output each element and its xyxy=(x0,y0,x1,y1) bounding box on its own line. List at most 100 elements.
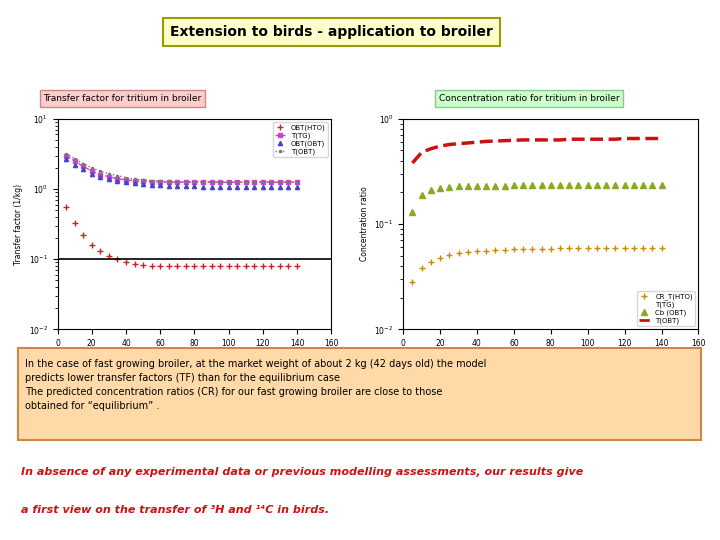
T(OBT) xyxy=(104,171,113,177)
T(OBT) xyxy=(225,179,233,185)
CR_T(HTO) xyxy=(510,246,518,252)
Cb (OBT) xyxy=(482,183,490,189)
CR_T(HTO) xyxy=(519,246,528,252)
OBT(HTO) xyxy=(104,253,113,260)
T(OBT) xyxy=(284,179,293,185)
CR_T(HTO) xyxy=(556,245,564,252)
Cb (OBT) xyxy=(472,183,481,189)
OBT(HTO) xyxy=(62,204,71,211)
Legend: OBT(HTO), T(TG), OBT(OBT), T(OBT): OBT(HTO), T(TG), OBT(OBT), T(OBT) xyxy=(273,122,328,157)
T(OBT) xyxy=(574,136,582,143)
CR_T(HTO) xyxy=(454,250,463,256)
T(TG) xyxy=(284,179,293,185)
T(OBT) xyxy=(113,172,122,179)
T(OBT) xyxy=(233,179,241,185)
CR_T(HTO) xyxy=(491,247,500,253)
OBT(HTO) xyxy=(292,263,302,269)
OBT(OBT) xyxy=(62,156,71,162)
OBT(HTO) xyxy=(190,263,199,269)
Text: Concentration ratio for tritium in broiler: Concentration ratio for tritium in broil… xyxy=(439,94,619,103)
T(OBT) xyxy=(436,143,444,150)
CR_T(HTO) xyxy=(621,245,629,252)
Cb (OBT) xyxy=(454,183,463,190)
Cb (OBT) xyxy=(464,183,472,189)
X-axis label: time (d): time (d) xyxy=(178,354,211,363)
OBT(OBT) xyxy=(88,171,96,177)
OBT(HTO) xyxy=(122,259,130,266)
Legend: CR_T(HTO), T(TG), Cb (OBT), T(OBT): CR_T(HTO), T(TG), Cb (OBT), T(OBT) xyxy=(637,292,695,326)
T(OBT) xyxy=(207,179,216,185)
T(TG) xyxy=(156,179,164,185)
Y-axis label: Transfer factor (1/kg): Transfer factor (1/kg) xyxy=(14,184,23,265)
OBT(HTO) xyxy=(71,220,79,226)
T(TG) xyxy=(199,179,207,185)
T(OBT) xyxy=(173,179,181,185)
OBT(OBT) xyxy=(113,178,122,184)
T(OBT) xyxy=(629,135,638,141)
T(OBT) xyxy=(181,179,190,185)
OBT(HTO) xyxy=(207,263,216,269)
T(OBT) xyxy=(528,137,536,143)
T(OBT) xyxy=(276,179,284,185)
T(OBT) xyxy=(445,141,454,148)
OBT(OBT) xyxy=(216,184,225,190)
Cb (OBT) xyxy=(611,182,620,188)
Text: In the case of fast growing broiler, at the market weight of about 2 kg (42 days: In the case of fast growing broiler, at … xyxy=(24,359,486,411)
CR_T(HTO) xyxy=(565,245,574,252)
T(OBT) xyxy=(156,178,164,184)
CR_T(HTO) xyxy=(436,254,444,261)
OBT(OBT) xyxy=(130,180,139,187)
Cb (OBT) xyxy=(510,182,518,188)
T(OBT) xyxy=(88,165,96,171)
T(OBT) xyxy=(500,137,509,144)
T(OBT) xyxy=(250,179,258,185)
T(OBT) xyxy=(62,150,71,157)
T(OBT) xyxy=(593,136,601,143)
T(OBT) xyxy=(556,137,564,143)
T(TG) xyxy=(181,179,190,185)
OBT(HTO) xyxy=(276,263,284,269)
Cb (OBT) xyxy=(436,185,444,191)
Cb (OBT) xyxy=(537,182,546,188)
T(TG) xyxy=(96,171,104,178)
Cb (OBT) xyxy=(546,182,555,188)
CR_T(HTO) xyxy=(639,245,647,252)
Cb (OBT) xyxy=(491,183,500,189)
CR_T(HTO) xyxy=(648,245,657,252)
OBT(OBT) xyxy=(207,184,216,190)
OBT(OBT) xyxy=(173,183,181,189)
T(TG) xyxy=(258,179,267,185)
T(TG) xyxy=(190,179,199,185)
T(OBT) xyxy=(408,160,417,166)
Text: Extension to birds - application to broiler: Extension to birds - application to broi… xyxy=(170,25,492,39)
Cb (OBT) xyxy=(565,182,574,188)
OBT(OBT) xyxy=(284,184,293,191)
T(TG) xyxy=(233,179,241,185)
Cb (OBT) xyxy=(445,184,454,190)
Cb (OBT) xyxy=(574,182,582,188)
T(TG) xyxy=(79,163,88,170)
CR_T(HTO) xyxy=(500,247,509,253)
CR_T(HTO) xyxy=(657,245,666,252)
T(OBT) xyxy=(639,135,647,141)
CR_T(HTO) xyxy=(611,245,620,252)
OBT(HTO) xyxy=(216,263,225,269)
Cb (OBT) xyxy=(621,182,629,188)
T(TG) xyxy=(241,179,250,185)
T(OBT) xyxy=(148,177,156,184)
T(TG) xyxy=(276,179,284,185)
OBT(HTO) xyxy=(199,263,207,269)
T(OBT) xyxy=(621,135,629,141)
OBT(OBT) xyxy=(156,182,164,188)
T(OBT) xyxy=(96,168,104,174)
T(OBT) xyxy=(292,179,302,185)
OBT(HTO) xyxy=(79,232,88,238)
OBT(OBT) xyxy=(148,181,156,188)
CR_T(HTO) xyxy=(593,245,601,252)
OBT(OBT) xyxy=(181,183,190,190)
Cb (OBT) xyxy=(583,182,592,188)
T(OBT) xyxy=(519,137,528,143)
Cb (OBT) xyxy=(426,187,435,193)
OBT(HTO) xyxy=(225,263,233,269)
Line: OBT(HTO): OBT(HTO) xyxy=(63,205,300,269)
